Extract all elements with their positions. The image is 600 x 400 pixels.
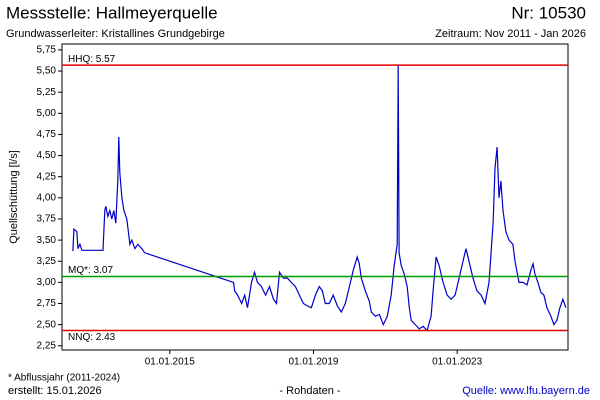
y-tick-label: 2,50 <box>37 319 57 330</box>
data-line <box>72 65 567 332</box>
y-tick-label: 5,50 <box>37 66 57 77</box>
x-tick-label: 01.01.2023 <box>432 357 482 368</box>
period: Zeitraum: Nov 2011 - Jan 2026 <box>435 28 586 40</box>
y-tick-label: 3,25 <box>37 256 57 267</box>
subtitle: Grundwasserleiter: Kristallines Grundgeb… <box>6 28 225 40</box>
y-axis-label: Quellschüttung [l/s] <box>8 150 20 244</box>
y-tick-label: 4,00 <box>37 192 57 203</box>
x-tick-label: 01.01.2015 <box>145 357 195 368</box>
source-link[interactable]: Quelle: www.lfu.bayern.de <box>462 385 590 397</box>
y-tick-label: 5,00 <box>37 108 57 119</box>
y-tick-label: 2,75 <box>37 298 57 309</box>
y-tick-label: 3,75 <box>37 214 57 225</box>
y-tick-label: 5,25 <box>37 87 57 98</box>
y-tick-label: 2,25 <box>37 340 57 351</box>
y-tick-label: 4,50 <box>37 150 57 161</box>
data-note: - Rohdaten - <box>279 385 340 397</box>
reference-label: HHQ: 5.57 <box>68 54 116 65</box>
y-tick-label: 4,75 <box>37 129 57 140</box>
station-number: Nr: 10530 <box>511 3 586 22</box>
plot-frame <box>61 43 569 351</box>
y-tick-label: 3,00 <box>37 277 57 288</box>
chart-title: Messstelle: Hallmeyerquelle <box>6 3 218 22</box>
reference-label: MQ*: 3.07 <box>68 265 113 276</box>
y-tick-label: 3,50 <box>37 235 57 246</box>
x-tick-label: 01.01.2019 <box>288 357 338 368</box>
y-tick-label: 5,75 <box>37 45 57 56</box>
created-date: erstellt: 15.01.2026 <box>8 385 102 397</box>
reference-label: NNQ: 2.43 <box>68 332 116 343</box>
footnote: * Abflussjahr (2011-2024) <box>8 373 120 384</box>
y-tick-label: 4,25 <box>37 171 57 182</box>
